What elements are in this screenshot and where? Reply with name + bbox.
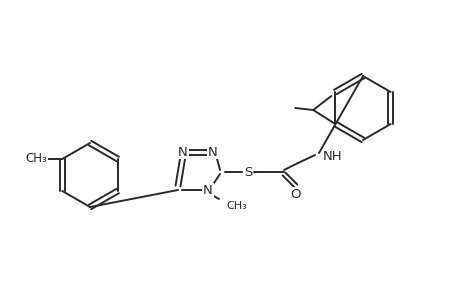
Text: S: S — [243, 166, 252, 178]
Text: N: N — [203, 184, 213, 196]
Text: N: N — [178, 146, 187, 158]
Text: O: O — [290, 188, 301, 200]
Text: CH₃: CH₃ — [25, 152, 47, 166]
Text: NH: NH — [322, 151, 342, 164]
Text: CH₃: CH₃ — [225, 201, 246, 211]
Text: N: N — [207, 146, 218, 158]
